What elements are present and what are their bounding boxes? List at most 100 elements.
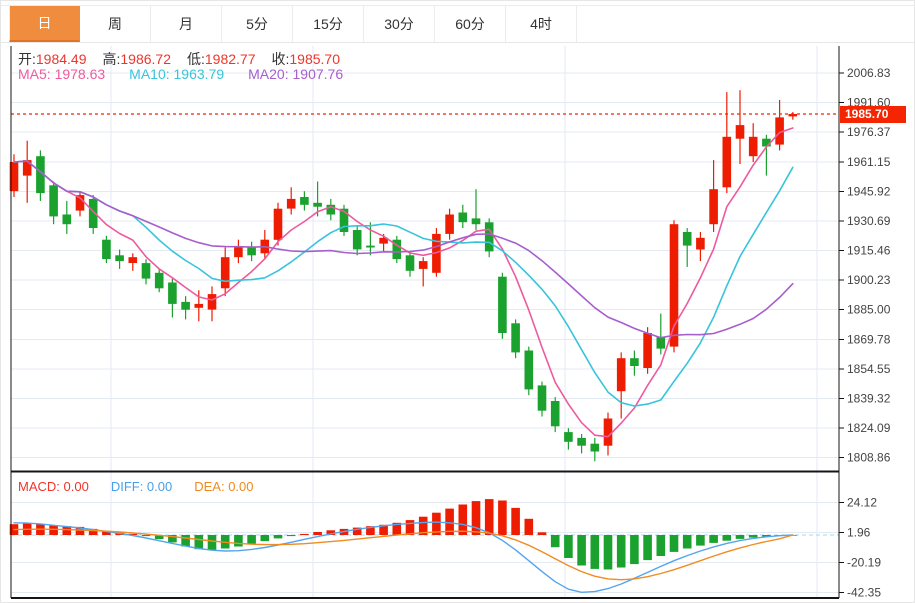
price-axis-label: 1915.46 [847, 244, 891, 258]
candle-body [458, 212, 468, 223]
candle-body [366, 245, 375, 248]
macd-axis-label: -42.35 [847, 585, 881, 599]
candle-body [36, 156, 45, 194]
price-axis-label: 1900.23 [847, 273, 891, 287]
candle-body [405, 255, 415, 271]
macd-bar [128, 533, 138, 535]
candle-body [326, 204, 336, 215]
macd-bar [181, 535, 190, 547]
macd-bar [62, 526, 72, 535]
price-axis-label: 1961.15 [847, 155, 891, 169]
candle-body [247, 247, 256, 256]
macd-bar [154, 535, 164, 540]
macd-bar [550, 535, 560, 548]
candle-body [128, 257, 138, 263]
macd-bar [498, 500, 507, 535]
price-axis-label: 1930.69 [847, 214, 891, 228]
candle-body [379, 237, 388, 244]
macd-bar [260, 535, 270, 542]
candle-body [313, 202, 322, 207]
macd-bar [735, 535, 745, 539]
macd-bar [511, 507, 520, 535]
macd-bar [102, 530, 111, 535]
candle-body [735, 125, 745, 139]
macd-bar [762, 535, 771, 537]
candle-body [788, 114, 798, 117]
candle-body [748, 136, 758, 157]
candle-body [352, 230, 362, 250]
candle-body [273, 208, 283, 240]
tab-60分[interactable]: 60分 [435, 6, 506, 42]
macd-bar [300, 533, 309, 535]
candle-body [696, 237, 705, 250]
ma10-line [13, 160, 794, 407]
timeframe-tabs: 日周月 5分 15分 30分 60分 4时 [1, 5, 914, 43]
macd-bar [643, 535, 652, 561]
candle-body [656, 336, 666, 349]
macd-bar [194, 535, 204, 550]
macd-bar [75, 526, 85, 535]
candle-body [418, 261, 428, 269]
price-axis-label: 1839.32 [847, 391, 891, 405]
candle-body [669, 224, 679, 347]
macd-bar [432, 512, 441, 535]
candle-body [722, 136, 732, 188]
candle-body [234, 247, 243, 258]
current-price-tag: 1985.70 [840, 106, 906, 123]
candle-body [207, 294, 217, 310]
tab-日[interactable]: 日 [9, 6, 80, 42]
macd-bar [234, 535, 243, 547]
candle-body [141, 263, 151, 279]
candle-body [577, 437, 586, 446]
macd-bar [616, 535, 626, 568]
macd-bar [141, 535, 151, 537]
macd-bar [603, 535, 613, 570]
candle-body [168, 282, 177, 304]
candle-body [511, 323, 520, 353]
price-axis-label: 1854.55 [847, 362, 891, 376]
macd-bar [748, 535, 758, 538]
macd-bar [484, 499, 494, 535]
candle-body [709, 189, 718, 225]
candle-body [339, 208, 349, 232]
macd-bar [366, 526, 375, 535]
macd-bar [669, 535, 679, 552]
tab-15分[interactable]: 15分 [293, 6, 364, 42]
macd-bar [656, 535, 666, 556]
macd-bar [722, 535, 732, 541]
tab-30分[interactable]: 30分 [364, 6, 435, 42]
candle-body [537, 385, 547, 411]
dea-line [13, 528, 794, 581]
macd-bar [49, 525, 58, 535]
candle-body [154, 272, 164, 289]
candle-body [550, 401, 560, 427]
macd-bar [88, 528, 98, 535]
macd-bar [286, 535, 296, 537]
candle-body [88, 198, 98, 228]
price-axis-label: 1945.92 [847, 184, 891, 198]
candle-body [220, 257, 230, 289]
candle-body [498, 276, 507, 333]
macd-bar [247, 535, 256, 544]
tab-5分[interactable]: 5分 [222, 6, 293, 42]
candle-body [603, 418, 613, 446]
tab-4时[interactable]: 4时 [506, 6, 577, 42]
candle-body [286, 198, 296, 209]
macd-bar [273, 535, 283, 539]
candle-body [762, 138, 771, 147]
candle-body [49, 185, 58, 217]
macd-bar [445, 508, 454, 535]
price-axis-label: 1885.00 [847, 303, 891, 317]
candle-body [564, 432, 573, 442]
macd-bar [326, 530, 336, 535]
candle-body [445, 214, 454, 234]
tab-周[interactable]: 周 [80, 6, 151, 42]
macd-bar [313, 532, 322, 535]
macd-bar [630, 535, 639, 565]
candle-body [181, 301, 190, 310]
macd-bar [418, 516, 428, 535]
macd-bar [168, 535, 177, 543]
macd-bar [458, 504, 468, 535]
tab-月[interactable]: 月 [151, 6, 222, 42]
